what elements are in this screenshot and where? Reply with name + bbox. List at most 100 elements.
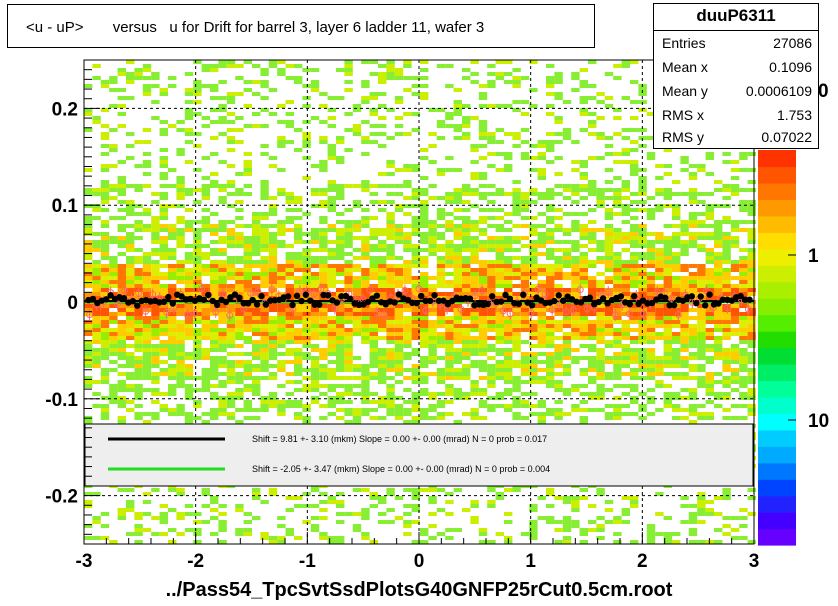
heatmap-cell xyxy=(109,236,118,240)
heatmap-cell xyxy=(478,276,488,280)
heatmap-cell xyxy=(604,312,614,316)
heatmap-cell xyxy=(588,208,597,212)
heatmap-cell xyxy=(672,292,681,296)
heatmap-cell xyxy=(352,316,362,320)
heatmap-cell xyxy=(588,112,597,116)
heatmap-cell xyxy=(344,284,353,288)
heatmap-cell xyxy=(285,532,294,536)
heatmap-cell xyxy=(697,272,706,276)
heatmap-cell xyxy=(218,196,227,200)
heatmap-cell xyxy=(520,360,530,364)
heatmap-cell xyxy=(327,268,336,272)
heatmap-cell xyxy=(613,312,622,316)
heatmap-cell xyxy=(252,488,261,492)
heatmap-cell xyxy=(344,232,353,236)
heatmap-cell xyxy=(445,84,454,88)
heatmap-cell xyxy=(210,320,219,324)
heatmap-cell xyxy=(613,364,622,368)
profile-marker-black xyxy=(213,301,221,309)
heatmap-cell xyxy=(453,224,462,228)
heatmap-cell xyxy=(277,332,286,336)
heatmap-cell xyxy=(646,284,656,288)
heatmap-cell xyxy=(319,316,328,320)
heatmap-cell xyxy=(151,352,160,356)
heatmap-cell xyxy=(411,420,420,424)
heatmap-cell xyxy=(369,332,378,336)
heatmap-cell xyxy=(462,120,471,124)
heatmap-cell xyxy=(386,320,395,324)
heatmap-cell xyxy=(655,188,664,192)
heatmap-cell xyxy=(327,228,336,232)
heatmap-cell xyxy=(336,332,345,336)
heatmap-cell xyxy=(579,276,588,280)
heatmap-cell xyxy=(168,324,177,328)
heatmap-cell xyxy=(159,320,168,324)
heatmap-cell xyxy=(411,188,420,192)
heatmap-cell xyxy=(302,368,311,372)
heatmap-cell xyxy=(546,316,555,320)
heatmap-cell xyxy=(420,380,429,384)
heatmap-cell xyxy=(588,348,597,352)
profile-marker-red xyxy=(191,309,199,317)
heatmap-cell xyxy=(84,324,93,328)
heatmap-cell xyxy=(596,204,605,208)
heatmap-cell xyxy=(193,80,202,84)
heatmap-cell xyxy=(159,228,168,232)
heatmap-cell xyxy=(386,244,395,248)
heatmap-cell xyxy=(638,332,647,336)
heatmap-cell xyxy=(411,220,420,224)
heatmap-cell xyxy=(722,384,731,388)
heatmap-cell xyxy=(546,336,555,340)
heatmap-cell xyxy=(268,400,278,404)
heatmap-cell xyxy=(386,412,395,416)
heatmap-cell xyxy=(117,308,126,312)
heatmap-cell xyxy=(571,284,580,288)
heatmap-cell xyxy=(344,260,353,264)
heatmap-cell xyxy=(201,224,210,228)
heatmap-cell xyxy=(495,392,504,396)
heatmap-cell xyxy=(336,492,345,496)
heatmap-cell xyxy=(445,240,454,244)
heatmap-cell xyxy=(537,516,546,520)
heatmap-cell xyxy=(722,376,731,380)
heatmap-cell xyxy=(394,516,404,520)
heatmap-cell xyxy=(445,368,454,372)
heatmap-cell xyxy=(588,292,597,296)
heatmap-cell xyxy=(344,272,353,276)
heatmap-cell xyxy=(613,232,622,236)
heatmap-cell xyxy=(310,288,320,292)
heatmap-cell xyxy=(730,344,740,348)
heatmap-cell xyxy=(168,540,177,544)
heatmap-cell xyxy=(92,516,101,520)
heatmap-cell xyxy=(453,420,462,424)
heatmap-cell xyxy=(403,264,412,268)
heatmap-cell xyxy=(260,344,269,348)
heatmap-cell xyxy=(302,404,311,408)
heatmap-cell xyxy=(478,92,488,96)
heatmap-cell xyxy=(420,324,429,328)
heatmap-cell xyxy=(193,88,202,92)
profile-marker-black xyxy=(586,294,594,301)
heatmap-cell xyxy=(176,320,185,324)
heatmap-cell xyxy=(159,88,168,92)
heatmap-cell xyxy=(420,280,429,284)
heatmap-cell xyxy=(201,188,210,192)
heatmap-cell xyxy=(655,240,664,244)
heatmap-cell xyxy=(361,532,370,536)
heatmap-cell xyxy=(730,276,740,280)
heatmap-cell xyxy=(235,232,244,236)
heatmap-cell xyxy=(462,224,471,228)
heatmap-cell xyxy=(663,288,672,292)
heatmap-cell xyxy=(218,348,227,352)
heatmap-cell xyxy=(529,404,538,408)
heatmap-cell xyxy=(252,312,261,316)
heatmap-cell xyxy=(739,320,748,324)
heatmap-cell xyxy=(226,204,236,208)
heatmap-cell xyxy=(142,328,152,332)
heatmap-cell xyxy=(504,156,513,160)
heatmap-cell xyxy=(268,164,278,168)
heatmap-cell xyxy=(386,248,395,252)
heatmap-cell xyxy=(268,540,278,544)
heatmap-cell xyxy=(470,220,479,224)
heatmap-cell xyxy=(688,212,698,216)
